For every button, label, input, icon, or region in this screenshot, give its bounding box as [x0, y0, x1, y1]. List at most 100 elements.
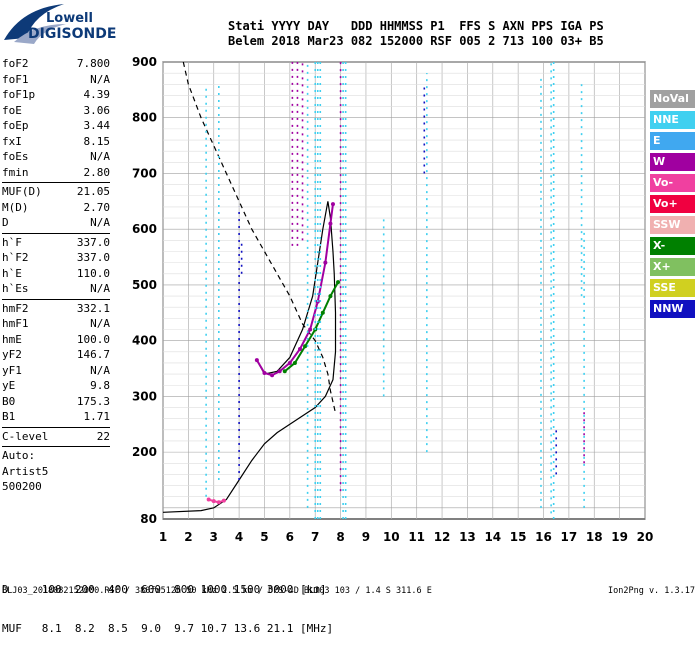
x-tick-label: 14: [484, 530, 501, 544]
x-tick-label: 13: [459, 530, 476, 544]
param-row: foEp 3.44: [2, 118, 110, 134]
param-value: 332.1: [76, 301, 110, 315]
param-row: foE 3.06: [2, 103, 110, 119]
param-row: hmF1 N/A: [2, 316, 110, 332]
param-label: foE: [2, 103, 22, 117]
param-label: h`E: [2, 266, 22, 280]
param-row: foEs N/A: [2, 149, 110, 165]
legend-item: E: [650, 132, 695, 150]
legend-item-noval: NoVal: [650, 90, 695, 108]
param-value: 1.71: [83, 410, 111, 423]
param-value: 8.15: [83, 134, 111, 148]
param-row: yE 9.8: [2, 378, 110, 394]
x-tick-label: 5: [260, 530, 268, 544]
param-row: M(D) 2.70: [2, 200, 110, 216]
param-label: MUF(D): [2, 185, 42, 198]
param-label: hmF1: [2, 317, 29, 330]
param-row: D N/A: [2, 215, 110, 231]
param-row: h`E 110.0: [2, 266, 110, 282]
param-value: 337.0: [76, 235, 110, 249]
param-row: h`F 337.0: [2, 235, 110, 251]
param-label: B1: [2, 410, 16, 423]
param-label: foF2: [2, 57, 29, 70]
legend: NoVal NNE E W Vo- Vo+ SSW X- X+ SSE NNW: [650, 90, 695, 321]
param-value: N/A: [90, 317, 110, 330]
x-tick-label: 20: [637, 530, 654, 544]
param-label: hmE: [2, 332, 22, 346]
x-tick-label: 2: [184, 530, 192, 544]
y-tick-label: 300: [132, 389, 157, 403]
legend-item: W: [650, 153, 695, 171]
y-tick-label: 700: [132, 166, 157, 180]
param-value: 22: [96, 429, 110, 443]
param-value: N/A: [90, 150, 110, 163]
legend-item: X-: [650, 237, 695, 255]
param-value: N/A: [90, 72, 110, 86]
muf-table: D 100 200 400 600 800 1000 1500 3000 [km…: [2, 557, 333, 648]
y-tick-label: 200: [132, 445, 157, 459]
param-row: fxI 8.15: [2, 134, 110, 150]
x-tick-label: 16: [535, 530, 552, 544]
x-tick-label: 9: [362, 530, 370, 544]
echo-trace-line: [208, 498, 225, 504]
y-tick-label: 800: [132, 111, 157, 125]
x-tick-label: 18: [586, 530, 603, 544]
param-value: 2.80: [83, 165, 111, 179]
param-row: foF1 N/A: [2, 72, 110, 88]
param-label: D: [2, 216, 9, 229]
plot-frame: [162, 61, 646, 520]
param-row: hmE 100.0: [2, 332, 110, 348]
x-tick-label: 7: [311, 530, 319, 544]
distance-row: D 100 200 400 600 800 1000 1500 3000 [km…: [2, 583, 327, 596]
separator: [2, 446, 110, 447]
param-value: 175.3: [76, 394, 110, 408]
param-row: MUF(D) 21.05: [2, 184, 110, 200]
auto-scaling-text: Auto:: [2, 449, 36, 462]
param-row: fmin 2.80: [2, 165, 110, 181]
x-tick-label: 11: [408, 530, 425, 544]
echo-trace-line: [256, 203, 334, 377]
solid-profile-line: [162, 201, 337, 513]
y-tick-label: 900: [132, 55, 157, 69]
muf-row: MUF 8.1 8.2 8.5 9.0 9.7 10.7 13.6 21.1 […: [2, 622, 334, 635]
param-value: 9.8: [90, 379, 110, 392]
param-value: 21.05: [76, 185, 110, 198]
param-value: 7.800: [76, 57, 110, 70]
param-value: 4.39: [83, 88, 111, 101]
separator: [2, 426, 110, 428]
param-value: 110.0: [76, 266, 110, 280]
legend-item: NNE: [650, 111, 695, 129]
auto-scaling-text: Artist5: [2, 464, 49, 478]
param-row: foF1p 4.39: [2, 87, 110, 103]
logo-line1: Lowell: [46, 11, 93, 26]
x-tick-label: 19: [611, 530, 628, 544]
legend-item: Vo-: [650, 174, 695, 192]
param-label: M(D): [2, 200, 29, 214]
y-tick-label: 500: [132, 278, 157, 292]
legend-item: SSE: [650, 279, 695, 297]
param-row: B0 175.3: [2, 394, 110, 410]
legend-item: X+: [650, 258, 695, 276]
param-label: C-level: [2, 429, 49, 443]
x-tick-label: 4: [235, 530, 243, 544]
x-tick-label: 12: [434, 530, 451, 544]
param-row: foF2 7.800: [2, 56, 110, 72]
param-value: N/A: [90, 363, 110, 377]
param-label: h`F: [2, 235, 22, 249]
param-value: 3.44: [83, 119, 111, 132]
digisonde-logo: Lowell DIGISONDE: [4, 4, 116, 44]
header-line-1: Stati YYYY DAY DDD HHMMSS P1 FFS S AXN P…: [228, 19, 604, 33]
y-tick-label: 400: [132, 334, 157, 348]
param-label: fxI: [2, 134, 22, 148]
param-label: foEp: [2, 119, 29, 132]
x-tick-label: 8: [336, 530, 344, 544]
param-value: 2.70: [83, 200, 111, 214]
x-tick-label: 3: [210, 530, 218, 544]
param-row: B1 1.71: [2, 409, 110, 425]
param-value: 337.0: [76, 251, 110, 264]
param-row: C-level 22: [2, 429, 110, 445]
param-label: yF1: [2, 363, 22, 377]
param-label: hmF2: [2, 301, 29, 315]
param-row: hmF2 332.1: [2, 301, 110, 317]
x-tick-label: 1: [159, 530, 167, 544]
